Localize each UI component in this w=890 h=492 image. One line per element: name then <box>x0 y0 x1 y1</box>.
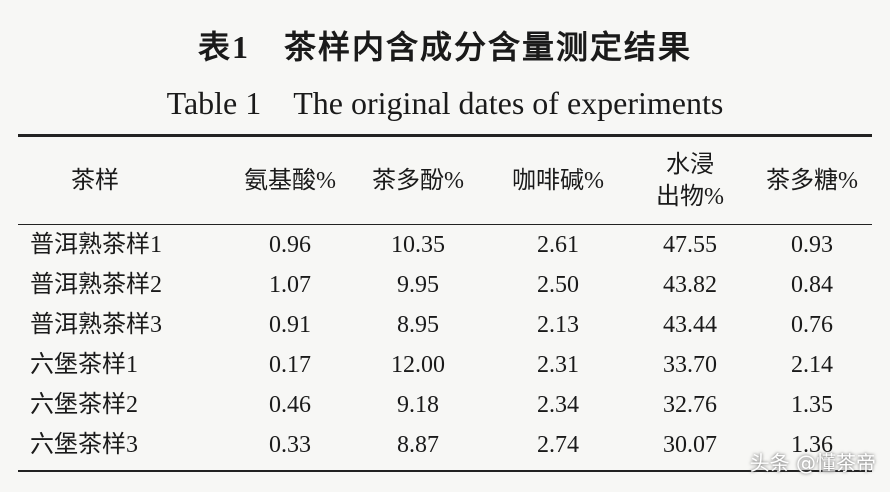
cell-value: 2.14 <box>791 352 833 378</box>
cell-value: 2.34 <box>537 392 579 418</box>
cell-value: 0.17 <box>269 352 311 378</box>
cell-value: 1.36 <box>791 432 833 458</box>
title-zh: 表1 茶样内含成分含量测定结果 <box>197 29 692 65</box>
cell-value: 32.76 <box>663 392 717 418</box>
cell-value: 1.35 <box>791 392 833 418</box>
column-header: 出物% <box>656 184 724 210</box>
cell-value: 1.07 <box>269 272 311 298</box>
row-label: 六堡茶样2 <box>30 392 138 418</box>
cell-value: 9.18 <box>397 392 439 418</box>
cell-value: 0.96 <box>269 232 311 258</box>
row-label: 普洱熟茶样1 <box>30 232 162 258</box>
cell-value: 0.91 <box>269 312 311 338</box>
cell-value: 10.35 <box>391 232 445 258</box>
cell-value: 2.50 <box>537 272 579 298</box>
cell-value: 9.95 <box>397 272 439 298</box>
row-label: 普洱熟茶样2 <box>30 272 162 298</box>
cell-value: 0.46 <box>269 392 311 418</box>
cell-value: 12.00 <box>391 352 445 378</box>
top-rule <box>18 134 872 137</box>
cell-value: 43.44 <box>663 312 717 338</box>
cell-value: 0.84 <box>791 272 833 298</box>
row-label: 六堡茶样1 <box>30 352 138 378</box>
cell-value: 2.13 <box>537 312 579 338</box>
cell-value: 0.93 <box>791 232 833 258</box>
cell-value: 2.31 <box>537 352 579 378</box>
row-label: 普洱熟茶样3 <box>30 312 162 338</box>
row-label: 六堡茶样3 <box>30 432 138 458</box>
column-header: 茶样 <box>71 168 119 194</box>
column-header: 咖啡碱% <box>512 168 604 194</box>
cell-value: 47.55 <box>663 232 717 258</box>
bottom-rule <box>18 470 872 472</box>
column-header: 水浸 <box>666 152 714 178</box>
cell-value: 0.33 <box>269 432 311 458</box>
cell-value: 2.74 <box>537 432 579 458</box>
column-header: 茶多酚% <box>372 168 464 194</box>
cell-value: 8.95 <box>397 312 439 338</box>
cell-value: 43.82 <box>663 272 717 298</box>
header-rule <box>18 224 872 225</box>
column-header: 氨基酸% <box>244 168 336 194</box>
cell-value: 0.76 <box>791 312 833 338</box>
cell-value: 30.07 <box>663 432 717 458</box>
title-en: Table 1 The original dates of experiment… <box>166 85 724 121</box>
cell-value: 2.61 <box>537 232 579 258</box>
column-header: 茶多糖% <box>766 168 858 194</box>
cell-value: 8.87 <box>397 432 439 458</box>
cell-value: 33.70 <box>663 352 717 378</box>
watermark: 头条 @懂茶帝 <box>749 451 876 475</box>
